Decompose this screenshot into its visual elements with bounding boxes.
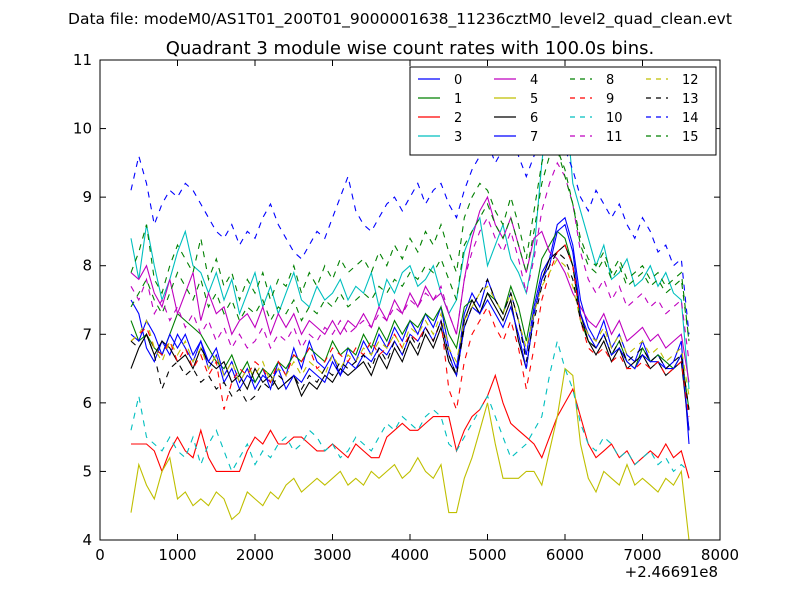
series-line-15	[130, 133, 690, 342]
x-tick-label: 8000	[701, 546, 739, 564]
legend-label-5: 5	[530, 92, 538, 107]
x-tick-label: 7000	[623, 546, 661, 564]
y-tick-label: 8	[82, 257, 92, 275]
legend-label-10: 10	[606, 111, 623, 126]
legend-label-6: 6	[530, 111, 538, 126]
y-tick-label: 9	[82, 188, 92, 206]
x-tick-label: 2000	[236, 546, 274, 564]
y-tick-label: 5	[82, 462, 92, 480]
series-line-4	[130, 195, 690, 383]
series-line-8	[130, 148, 690, 342]
x-tick-label: 3000	[313, 546, 351, 564]
series-line-2	[131, 373, 690, 479]
legend-box	[409, 66, 717, 156]
x-offset-label: +2.46691e8	[625, 563, 718, 581]
x-tick-label: 6000	[546, 546, 584, 564]
series-line-10	[130, 340, 690, 473]
x-tick-label: 1000	[158, 546, 196, 564]
x-tick-label: 5000	[468, 546, 506, 564]
y-tick-label: 11	[73, 51, 92, 69]
legend-label-0: 0	[454, 73, 462, 88]
series-line-14	[130, 120, 690, 335]
series-line-6	[130, 244, 690, 431]
x-tick-label: 4000	[391, 546, 429, 564]
legend-label-9: 9	[606, 92, 614, 107]
legend-label-3: 3	[454, 130, 462, 145]
x-tick-label: 0	[95, 546, 105, 564]
y-tick-label: 7	[82, 325, 92, 343]
chart-title: Quadrant 3 module wise count rates with …	[166, 38, 655, 59]
legend-label-2: 2	[454, 111, 462, 126]
legend-label-8: 8	[606, 73, 614, 88]
y-tick-label: 4	[82, 531, 92, 549]
legend-label-1: 1	[454, 92, 462, 107]
series-line-5	[130, 367, 690, 541]
legend-label-7: 7	[530, 130, 538, 145]
legend-label-4: 4	[530, 73, 538, 88]
legend-label-14: 14	[682, 111, 699, 126]
axis-ticks: 0 1000 2000 3000 4000 5000 6000 7000 8000 4 5 6 7 8 9 1…	[73, 51, 739, 564]
series-line-13	[130, 251, 690, 410]
legend-label-11: 11	[606, 130, 623, 145]
series-line-12	[130, 258, 690, 397]
legend-label-12: 12	[682, 73, 699, 88]
figure-suptitle: Data file: modeM0/AS1T01_200T01_90000016…	[68, 10, 732, 29]
series-layer	[130, 86, 690, 541]
series-line-9	[130, 244, 690, 417]
y-tick-label: 6	[82, 394, 92, 412]
legend-label-15: 15	[682, 130, 699, 145]
legend-label-13: 13	[682, 92, 699, 107]
y-tick-label: 10	[73, 120, 92, 138]
